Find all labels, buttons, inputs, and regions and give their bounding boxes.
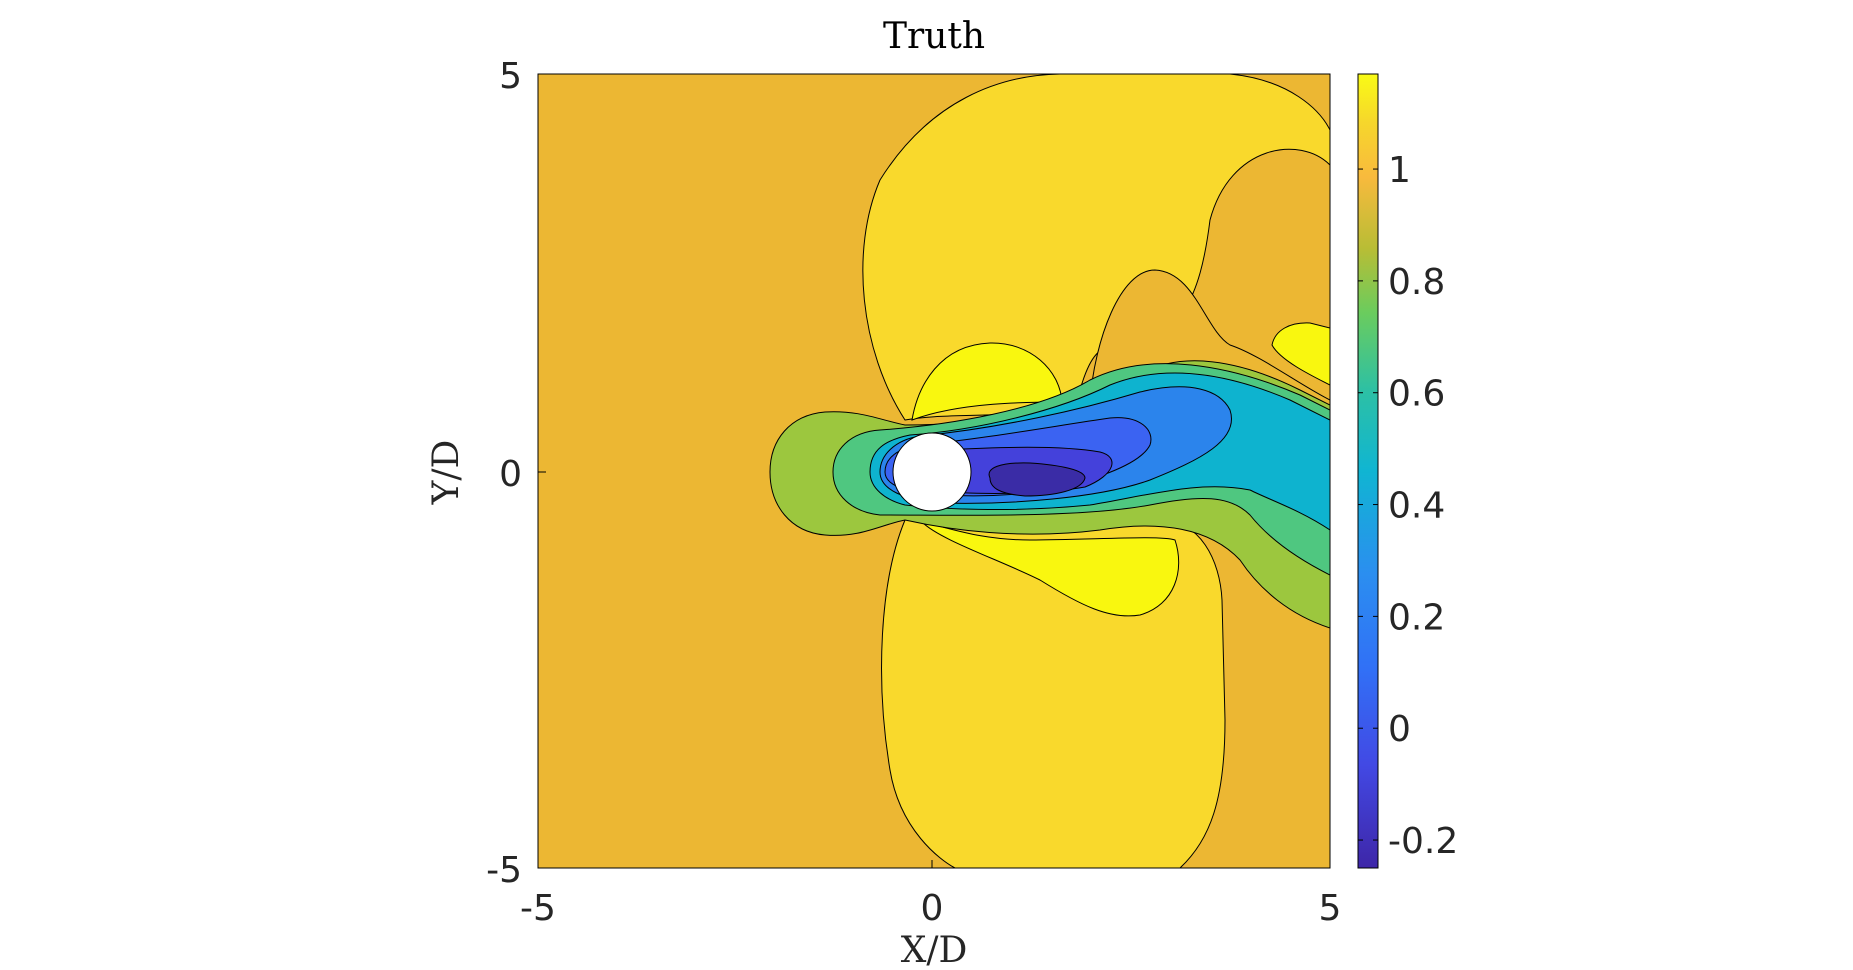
y-tick-label: 0 [499,454,522,495]
contour-plot [538,74,1330,868]
colorbar-tick-label: 0.8 [1388,262,1445,303]
x-tick-label: 5 [1319,888,1342,929]
plot-frame [537,73,1331,869]
contour-upper-lobe [862,74,1330,421]
y-axis-label: Y/D [426,440,467,506]
colorbar-tick-label: 1 [1388,150,1411,191]
colorbar-ticks: 1 0.8 0.6 0.4 0.2 0 -0.2 [1358,150,1458,862]
cylinder-obstacle [892,432,972,512]
x-axis-label: X/D [901,930,968,970]
x-tick-label: -5 [520,888,556,929]
colorbar-tick-label: 0 [1388,709,1411,750]
contour-bright-top [911,342,1063,421]
axis-ticks [537,73,1331,869]
chart-title: Truth [883,16,985,57]
colorbar-tick-label: 0.6 [1388,374,1445,415]
colorbar-tick-label: 0.4 [1388,486,1445,527]
contour-bright-bottom [920,521,1180,617]
contour-dark-core [988,462,1086,497]
colorbar-gradient [1357,73,1379,869]
y-tick-label: -5 [486,850,522,891]
colorbar: 1 0.8 0.6 0.4 0.2 0 -0.2 [1357,73,1458,869]
colorbar-tick-label: -0.2 [1388,821,1458,862]
x-tick-label: 0 [921,888,944,929]
colorbar-tick-label: 0.2 [1388,597,1445,638]
contour-bright-right [1271,322,1330,386]
y-tick-label: 5 [499,56,522,97]
